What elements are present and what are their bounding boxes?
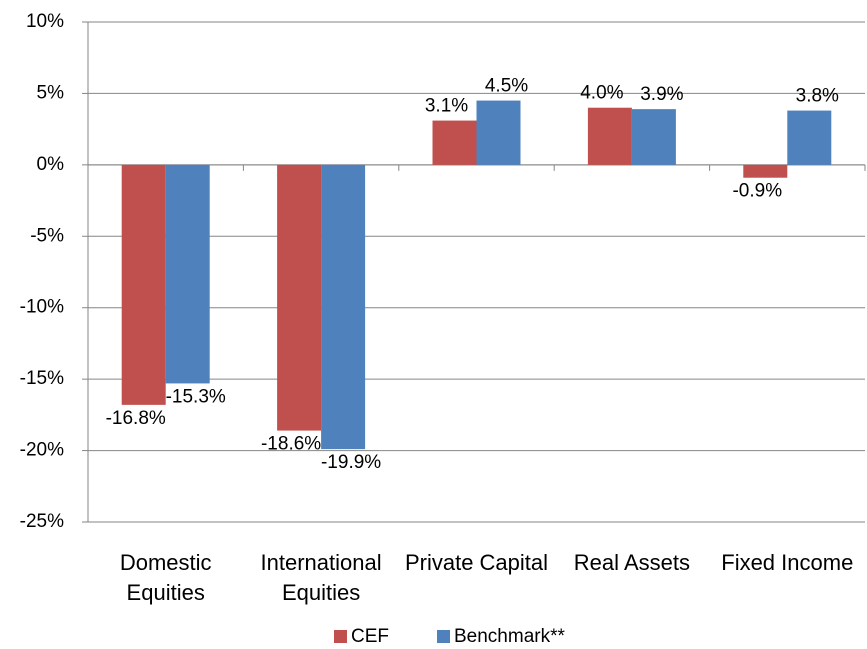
y-tick-label: -10% bbox=[20, 297, 64, 318]
y-tick-label: -25% bbox=[20, 511, 64, 532]
data-label: 3.1% bbox=[425, 96, 468, 117]
y-tick-label: 5% bbox=[37, 82, 65, 103]
data-label: -18.6% bbox=[261, 434, 321, 455]
x-tick-label: Real Assets bbox=[573, 550, 690, 575]
legend-swatch bbox=[437, 630, 450, 643]
bar bbox=[787, 110, 832, 165]
data-label: -19.9% bbox=[321, 452, 381, 473]
data-label: -0.9% bbox=[732, 181, 782, 202]
data-label: -16.8% bbox=[106, 408, 166, 429]
bar bbox=[121, 164, 166, 405]
data-label: 3.9% bbox=[640, 84, 683, 105]
bar bbox=[277, 164, 322, 431]
y-tick-label: -15% bbox=[20, 368, 64, 389]
bar bbox=[631, 109, 676, 165]
y-tick-label: 0% bbox=[37, 154, 65, 175]
bar bbox=[476, 100, 521, 165]
bar bbox=[321, 164, 366, 450]
legend-label: Benchmark** bbox=[454, 626, 565, 647]
data-label: 4.0% bbox=[580, 83, 623, 104]
bar bbox=[165, 164, 210, 384]
legend-swatch bbox=[334, 630, 347, 643]
legend-label: CEF bbox=[351, 626, 389, 647]
x-tick-label: Fixed Income bbox=[721, 550, 854, 575]
x-tick-label: Private Capital bbox=[404, 550, 549, 575]
bar bbox=[432, 120, 477, 165]
x-tick-label: International Equities bbox=[260, 550, 382, 605]
data-label: 3.8% bbox=[796, 86, 839, 107]
bar bbox=[743, 164, 788, 178]
y-tick-label: -20% bbox=[20, 440, 64, 461]
data-label: -15.3% bbox=[166, 386, 226, 407]
bar bbox=[587, 107, 632, 165]
y-tick-label: 10% bbox=[26, 11, 64, 32]
y-tick-label: -5% bbox=[30, 225, 64, 246]
data-label: 4.5% bbox=[485, 76, 528, 97]
x-tick-label: Domestic Equities bbox=[119, 550, 212, 605]
